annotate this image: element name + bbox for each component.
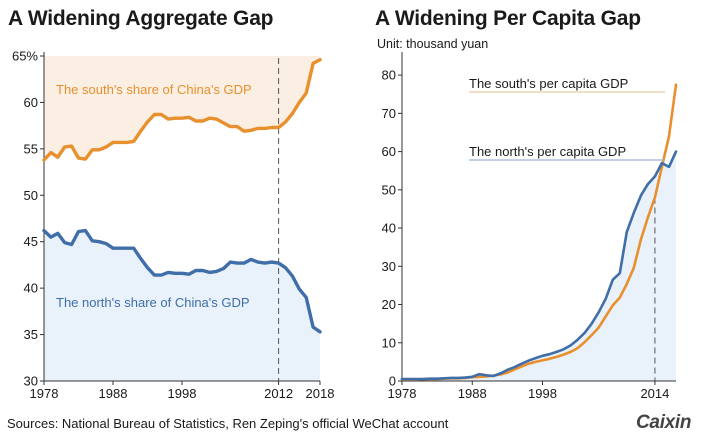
right-chart-series-label-south: The south's per capita GDP <box>469 76 628 91</box>
left-chart-series-label-south: The south's share of China's GDP <box>56 82 252 97</box>
right-chart-y-tick-label: 60 <box>382 144 396 159</box>
left-chart-y-tick-label: 40 <box>24 281 38 296</box>
caixin-logo: Caixin <box>636 412 692 433</box>
right-chart-y-tick-label: 50 <box>382 182 396 197</box>
left-chart-title: A Widening Aggregate Gap <box>8 7 274 30</box>
right-chart-x-tick-label: 1978 <box>388 386 417 401</box>
left-chart-area-south <box>44 56 320 160</box>
left-chart-y-tick-label: 55 <box>24 141 38 156</box>
right-chart-unit-label: Unit: thousand yuan <box>377 37 489 51</box>
left-chart-y-tick-label: 35 <box>24 327 38 342</box>
right-chart-line-north <box>400 150 678 381</box>
left-chart-x-tick-label: 2012 <box>264 386 293 401</box>
left-chart-y-tick-label: 30 <box>24 374 38 389</box>
right-chart-x-tick-label: 2014 <box>640 386 669 401</box>
right-chart-x-tick-label: 1988 <box>458 386 487 401</box>
right-chart-y-tick-label: 30 <box>382 259 396 274</box>
left-chart-area-north <box>44 230 320 381</box>
right-chart-y-tick-label: 70 <box>382 106 396 121</box>
left-chart-line-north <box>42 228 322 334</box>
right-chart-area-north <box>402 151 676 381</box>
left-chart-x-tick-label: 1978 <box>30 386 59 401</box>
left-chart-y-tick-label: 50 <box>24 188 38 203</box>
left-chart-x-tick-label: 1998 <box>168 386 197 401</box>
left-chart-line-south <box>42 58 322 162</box>
right-chart-y-tick-label: 10 <box>382 335 396 350</box>
right-chart-y-tick-label: 40 <box>382 221 396 236</box>
source-note: Sources: National Bureau of Statistics, … <box>7 416 449 431</box>
right-chart-series-label-north: The north's per capita GDP <box>469 144 626 159</box>
left-chart-y-tick-label: 60 <box>24 95 38 110</box>
right-chart-title: A Widening Per Capita Gap <box>375 7 641 30</box>
right-chart-y-tick-label: 80 <box>382 68 396 83</box>
right-chart-y-tick-label: 0 <box>389 374 396 389</box>
left-chart-x-tick-label: 2018 <box>306 386 335 401</box>
right-chart-x-tick-label: 1998 <box>528 386 557 401</box>
right-chart-y-tick-label: 20 <box>382 297 396 312</box>
left-chart-series-label-north: The north's share of China's GDP <box>56 295 250 310</box>
left-chart-x-tick-label: 1988 <box>99 386 128 401</box>
left-chart-y-tick-label: 65% <box>12 49 38 64</box>
left-chart-y-tick-label: 45 <box>24 234 38 249</box>
